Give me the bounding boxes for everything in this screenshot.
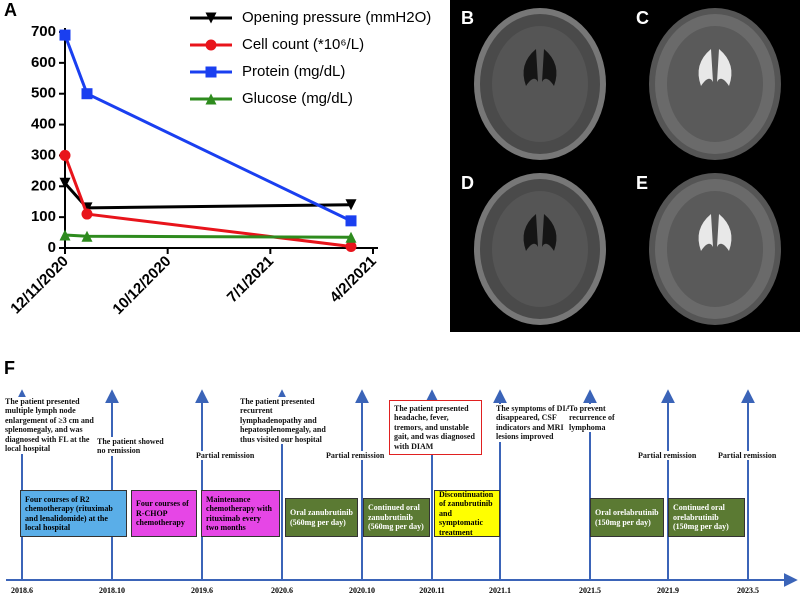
x-tick-label: 12/11/2020 bbox=[7, 253, 72, 318]
date-label: 2023.5 bbox=[737, 586, 759, 595]
ventricle bbox=[698, 214, 713, 251]
legend-marker bbox=[205, 39, 217, 51]
legend-marker bbox=[205, 12, 217, 24]
marker bbox=[345, 240, 357, 252]
marker bbox=[81, 230, 93, 242]
y-tick-label: 700 bbox=[31, 23, 56, 40]
date-label: 2021.1 bbox=[489, 586, 511, 595]
marker bbox=[59, 177, 71, 189]
legend-label: Glucose (mg/dL) bbox=[242, 90, 353, 107]
x-tick-label: 4/2/2021 bbox=[327, 253, 380, 306]
panel-label: A bbox=[4, 0, 17, 20]
ventricle bbox=[542, 49, 557, 86]
treatment-box: Oral orelabrutinib (150mg per day) bbox=[590, 498, 664, 537]
event-note: The patient showed no remission bbox=[97, 437, 167, 456]
y-tick-label: 100 bbox=[31, 208, 56, 225]
x-tick-label: 10/12/2020 bbox=[109, 253, 174, 318]
marker bbox=[345, 215, 357, 227]
legend-label: Protein (mg/dL) bbox=[242, 63, 345, 80]
ventricle bbox=[523, 49, 538, 86]
marker bbox=[345, 199, 357, 211]
date-label: 2018.6 bbox=[11, 586, 33, 595]
image-label: C bbox=[636, 8, 649, 28]
treatment-box: Oral zanubrutinib (560mg per day) bbox=[285, 498, 358, 537]
event-note: To prevent recurrence of lymphoma bbox=[569, 404, 635, 433]
marker bbox=[345, 231, 357, 243]
treatment-box: Four courses of R2 chemotherapy (rituxim… bbox=[20, 490, 127, 537]
panel-label: F bbox=[4, 358, 15, 378]
marker bbox=[59, 149, 71, 161]
x-tick-label: 7/1/2021 bbox=[224, 253, 277, 306]
event-note: The patient presented multiple lymph nod… bbox=[5, 397, 97, 454]
marker bbox=[81, 88, 93, 100]
marker bbox=[59, 229, 71, 241]
series-line bbox=[64, 233, 352, 239]
date-label: 2021.9 bbox=[657, 586, 679, 595]
y-tick-label: 0 bbox=[48, 239, 56, 256]
y-tick-label: 400 bbox=[31, 116, 56, 133]
y-tick-label: 500 bbox=[31, 85, 56, 102]
timeline-panel bbox=[0, 340, 800, 596]
brain bbox=[667, 191, 763, 307]
brain bbox=[492, 26, 588, 142]
date-label: 2020.10 bbox=[349, 586, 375, 595]
treatment-box: Discontinuation of zanubrutinib and symp… bbox=[434, 490, 500, 537]
treatment-box: Four courses of R-CHOP chemotherapy bbox=[131, 490, 197, 537]
date-label: 2020.6 bbox=[271, 586, 293, 595]
date-label: 2021.5 bbox=[579, 586, 601, 595]
ventricle bbox=[542, 214, 557, 251]
brain bbox=[667, 26, 763, 142]
legend-label: Cell count (*10⁶/L) bbox=[242, 36, 364, 53]
image-label: D bbox=[461, 173, 474, 193]
brain bbox=[492, 191, 588, 307]
image-label: B bbox=[461, 8, 474, 28]
date-label: 2018.10 bbox=[99, 586, 125, 595]
date-label: 2019.6 bbox=[191, 586, 213, 595]
y-tick-label: 600 bbox=[31, 54, 56, 71]
date-label: 2020.11 bbox=[419, 586, 445, 595]
event-note-highlighted: The patient presented headache, fever, t… bbox=[389, 400, 482, 456]
treatment-box: Maintenance chemotherapy with rituximab … bbox=[201, 490, 280, 537]
y-tick-label: 200 bbox=[31, 177, 56, 194]
ventricle bbox=[717, 214, 732, 251]
legend-marker bbox=[205, 93, 217, 105]
y-tick-label: 300 bbox=[31, 146, 56, 163]
event-note: Partial remission bbox=[196, 451, 266, 461]
series-line bbox=[63, 182, 352, 210]
treatment-box: Continued oral zanubrutinib (560mg per d… bbox=[363, 498, 430, 537]
legend-marker bbox=[205, 66, 217, 78]
event-note: The patient presented recurrent lymphade… bbox=[240, 397, 330, 445]
ventricle bbox=[523, 214, 538, 251]
ventricle bbox=[717, 49, 732, 86]
treatment-box: Continued oral orelabrutinib (150mg per … bbox=[668, 498, 745, 537]
legend-label: Opening pressure (mmH2O) bbox=[242, 9, 431, 26]
event-note: Partial remission bbox=[718, 451, 788, 461]
marker bbox=[59, 29, 71, 41]
image-label: E bbox=[636, 173, 648, 193]
event-note: Partial remission bbox=[638, 451, 708, 461]
event-note: Partial remission bbox=[326, 451, 396, 461]
marker bbox=[81, 208, 93, 220]
ventricle bbox=[698, 49, 713, 86]
